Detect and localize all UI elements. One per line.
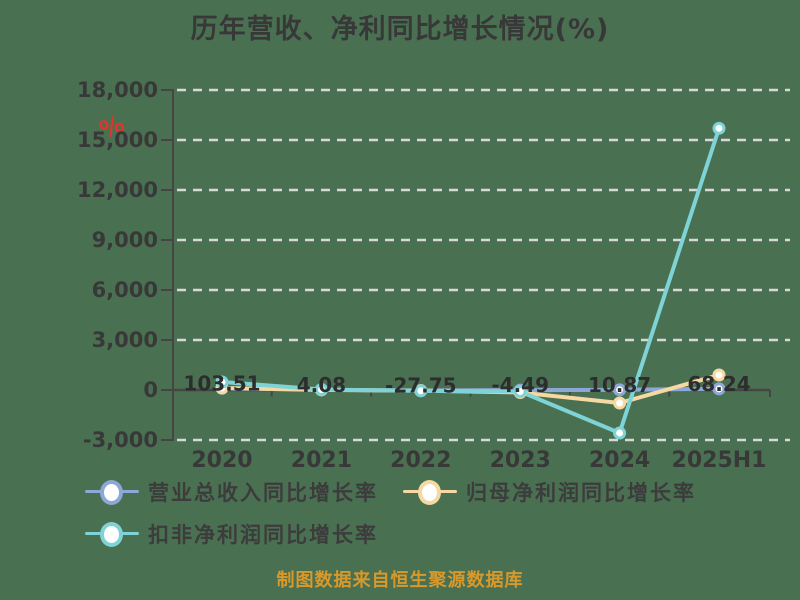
x-axis-label: 2025H1 xyxy=(672,448,767,473)
legend-dot-icon xyxy=(100,480,123,505)
legend-dot-icon xyxy=(100,522,123,547)
data-point-marker-s2 xyxy=(314,383,328,396)
data-point-marker-s2 xyxy=(414,384,428,398)
legend-marker-non-recurring xyxy=(85,521,139,547)
legend-item-revenue-growth: 营业总收入同比增长率 xyxy=(85,479,378,505)
chart-title: 历年营收、净利同比增长情况(%) xyxy=(190,14,610,45)
data-point-marker-s2 xyxy=(513,385,527,398)
data-point-marker-s1 xyxy=(712,368,726,382)
data-point-marker-s2 xyxy=(712,121,726,135)
legend-marker-revenue xyxy=(85,479,139,505)
y-axis-label: 3,000 xyxy=(92,328,158,352)
data-label: 68.24 xyxy=(687,372,750,396)
y-axis-label: 15,000 xyxy=(77,128,158,152)
series-line-2 xyxy=(220,126,721,435)
x-axis-label: 2023 xyxy=(490,448,551,473)
y-axis-label: 12,000 xyxy=(77,178,158,202)
y-axis-label: 18,000 xyxy=(77,78,158,102)
legend-label-revenue: 营业总收入同比增长率 xyxy=(148,481,378,505)
legend-marker-net-profit xyxy=(403,479,457,505)
legend-label-net-profit: 归母净利润同比增长率 xyxy=(466,481,696,505)
y-axis-label: 0 xyxy=(143,378,158,402)
legend-dot-icon xyxy=(418,480,441,505)
data-point-marker-s2 xyxy=(613,426,627,440)
data-point-marker-s1 xyxy=(613,396,627,410)
x-axis-label: 2021 xyxy=(291,448,352,473)
data-label: 103.51 xyxy=(183,371,260,395)
x-axis-label: 2022 xyxy=(390,448,451,473)
y-axis-label: 6,000 xyxy=(92,278,158,302)
data-label: 10.87 xyxy=(588,373,651,397)
y-axis-label: -3,000 xyxy=(83,428,158,452)
y-axis-label: 9,000 xyxy=(92,228,158,252)
legend-label-non-recurring: 扣非净利润同比增长率 xyxy=(148,523,378,547)
legend-item-net-profit-growth: 归母净利润同比增长率 xyxy=(403,479,696,505)
data-label: 4.08 xyxy=(297,373,346,397)
data-point-marker-s0 xyxy=(613,383,627,397)
data-label: -27.75 xyxy=(385,373,457,397)
x-axis-label: 2020 xyxy=(191,448,252,473)
data-point-marker-s2 xyxy=(215,375,229,389)
data-point-marker-s0 xyxy=(712,382,726,396)
legend-item-non-recurring-profit-growth: 扣非净利润同比增长率 xyxy=(85,521,378,547)
x-axis-label: 2024 xyxy=(589,448,650,473)
data-label: -4.49 xyxy=(491,373,549,397)
data-source-caption: 制图数据来自恒生聚源数据库 xyxy=(276,570,524,591)
